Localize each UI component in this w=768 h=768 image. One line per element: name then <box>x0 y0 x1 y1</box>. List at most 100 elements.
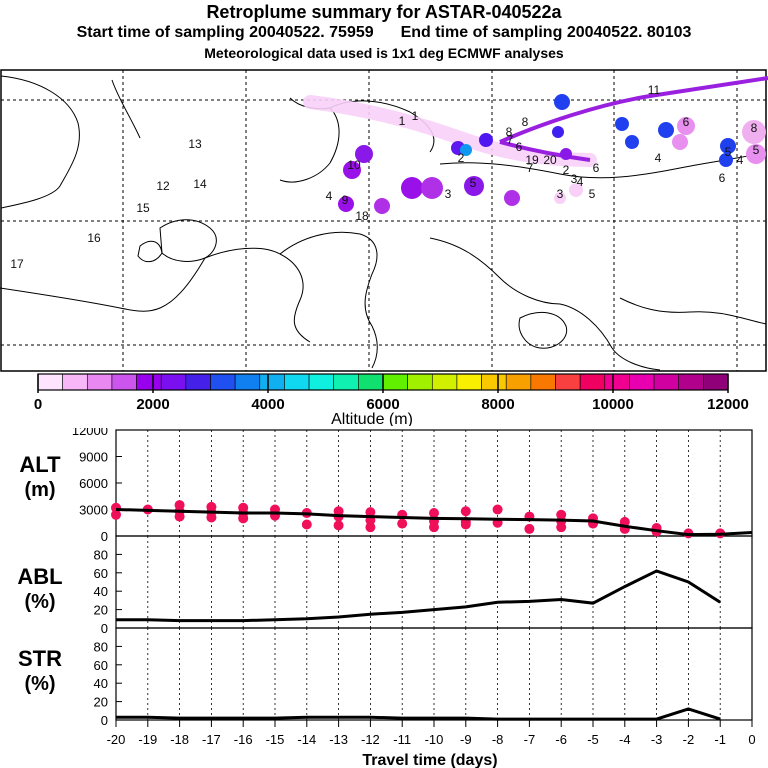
colorbar-cell <box>86 373 113 391</box>
map-day-label: 6 <box>683 115 690 129</box>
map-day-label: 7 <box>507 133 514 147</box>
colorbar-cell <box>382 373 408 391</box>
map-day-label: 18 <box>355 209 369 223</box>
alt-cluster-point <box>111 509 121 520</box>
map-day-label: 5 <box>589 187 596 201</box>
plume-circle <box>569 183 583 197</box>
map-day-label: 10 <box>347 158 361 172</box>
x-tick-label: -16 <box>234 732 253 747</box>
y-tick-label: 12000 <box>72 428 108 438</box>
plume-circle <box>374 198 390 214</box>
colorbar-tick-label: 10000 <box>592 396 634 413</box>
y-tick-label: 60 <box>94 658 108 673</box>
alt-cluster-point <box>397 518 408 529</box>
y-tick-label: 0 <box>101 713 108 728</box>
map-day-label: 11 <box>648 83 661 97</box>
plume-circle <box>338 196 354 212</box>
colorbar-tick-label: 8000 <box>481 396 514 413</box>
colorbar-cell <box>210 373 236 391</box>
alt-panel: ALT (m) 12000 9000 6000 3000 0 <box>19 428 122 544</box>
x-tick-label: -17 <box>202 732 221 747</box>
y-tick-label: 80 <box>94 547 108 562</box>
colorbar-cell <box>358 373 384 391</box>
y-tick-label: 9000 <box>79 450 108 465</box>
panel-series <box>111 500 753 721</box>
x-axis-title: Travel time (days) <box>362 752 497 768</box>
map-day-label: 5 <box>725 145 732 159</box>
x-tick-label: -5 <box>587 732 599 747</box>
colorbar-cell <box>308 373 335 391</box>
colorbar-cell <box>333 373 359 391</box>
x-tick-label: -4 <box>619 732 631 747</box>
x-tick-label: -12 <box>361 732 380 747</box>
map-day-label: 1 <box>399 114 406 128</box>
colorbar-cell <box>407 373 433 391</box>
y-tick-label: 40 <box>94 584 108 599</box>
str-ytick-labels: 80 60 40 20 0 <box>94 639 122 728</box>
plume-circle <box>460 144 472 156</box>
map-day-label: 6 <box>593 161 600 175</box>
str-ylabel: STR <box>18 646 62 671</box>
plume-circle <box>504 190 520 206</box>
x-tick-label: -6 <box>555 732 567 747</box>
x-tick-label: -20 <box>107 732 126 747</box>
colorbar-cell <box>629 373 655 391</box>
colorbar-cell <box>481 373 507 391</box>
y-tick-label: 0 <box>101 529 108 544</box>
plume-circle <box>672 134 688 150</box>
plume-circle <box>615 117 629 131</box>
str-line <box>116 707 721 721</box>
x-tick-label: -8 <box>492 732 504 747</box>
plume-circle <box>554 94 570 110</box>
map-day-label: 6 <box>516 140 523 154</box>
x-tick-label: -13 <box>329 732 348 747</box>
colorbar-cell <box>160 373 187 391</box>
alt-cluster-point <box>460 506 471 517</box>
map-day-label: 7 <box>527 161 534 175</box>
y-tick-label: 0 <box>101 621 108 636</box>
x-tick-label: -10 <box>425 732 444 747</box>
alt-cluster-point <box>460 519 471 530</box>
sampling-times: Start time of sampling 20040522. 75959 E… <box>0 24 768 42</box>
abl-line <box>116 569 722 623</box>
alt-cluster-point <box>238 513 249 524</box>
plume-circle <box>401 177 423 199</box>
x-tick-label: -18 <box>170 732 189 747</box>
map-day-label: 8 <box>751 121 758 135</box>
map-day-label: 2 <box>458 151 465 165</box>
alt-cluster-point <box>301 519 312 530</box>
map-day-label: 3 <box>445 187 452 201</box>
map-day-label: 4 <box>577 175 584 189</box>
end-label: End time of sampling <box>400 24 563 41</box>
map-day-label: 13 <box>188 137 202 151</box>
colorbar-cell <box>136 373 162 391</box>
y-tick-label: 20 <box>94 695 108 710</box>
map-day-label: 8 <box>506 125 513 139</box>
colorbar-tick-label: 6000 <box>366 396 399 413</box>
colorbar-cell <box>431 373 458 391</box>
map-day-label: 9 <box>342 193 349 207</box>
plume-cluster-circles <box>338 94 766 214</box>
map-day-label: 17 <box>10 257 24 271</box>
y-tick-label: 80 <box>94 639 108 654</box>
map-day-label: 14 <box>193 177 207 191</box>
alt-cluster-point <box>206 512 217 523</box>
start-value: 20040522. 75959 <box>249 24 374 41</box>
map-day-label: 16 <box>87 231 101 245</box>
y-tick-label: 60 <box>94 566 108 581</box>
y-tick-label: 40 <box>94 676 108 691</box>
alt-ylabel: ALT <box>19 452 61 477</box>
str-yunit: (%) <box>24 673 55 695</box>
alt-ytick-labels: 12000 9000 6000 3000 0 <box>72 428 122 544</box>
map-day-label: 4 <box>655 151 662 165</box>
str-panel: STR (%) 80 60 40 20 0 <box>18 639 122 728</box>
plume-circle <box>746 144 766 164</box>
colorbar-cell <box>604 373 630 391</box>
colorbar-tick-label: 4000 <box>251 396 284 413</box>
alt-cluster-point <box>524 523 535 534</box>
map-day-label: 19 <box>525 153 539 167</box>
abl-panel: ABL (%) 80 60 40 20 0 <box>17 547 122 636</box>
colorbar-tick-label: 2000 <box>136 396 169 413</box>
colorbar-tick-label: 12000 <box>707 396 749 413</box>
